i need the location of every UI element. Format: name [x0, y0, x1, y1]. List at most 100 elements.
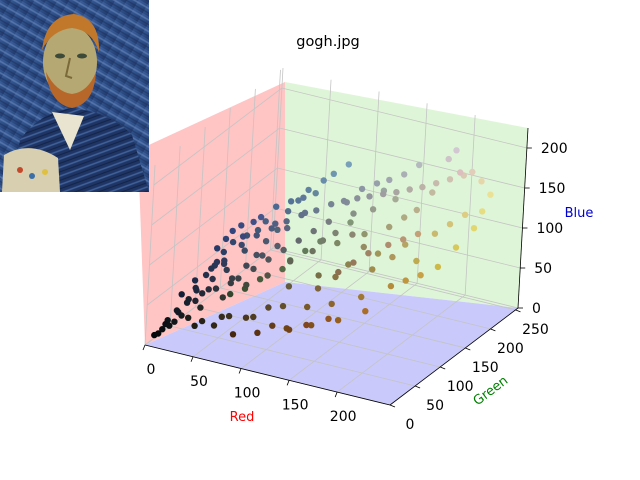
- x-tick-label: 100: [234, 386, 261, 402]
- data-point: [386, 176, 393, 184]
- data-point: [345, 261, 352, 268]
- data-point: [362, 308, 369, 315]
- data-point: [197, 304, 204, 311]
- y-tick-label: 100: [447, 379, 474, 395]
- data-point: [369, 266, 376, 273]
- data-point: [315, 272, 322, 279]
- data-point: [284, 208, 292, 215]
- data-point: [334, 317, 342, 324]
- data-point: [312, 190, 319, 197]
- data-point: [225, 312, 233, 320]
- y-tick-label: 50: [426, 398, 444, 414]
- data-point: [320, 177, 327, 184]
- z-tick-label: 150: [539, 181, 566, 197]
- data-point: [222, 235, 230, 243]
- data-point: [235, 275, 242, 282]
- data-point: [241, 247, 248, 254]
- data-point: [308, 322, 315, 329]
- data-point: [250, 313, 257, 321]
- x-axis-line: [144, 344, 391, 406]
- data-point: [243, 281, 250, 289]
- data-point: [330, 170, 337, 177]
- data-point: [313, 207, 320, 214]
- data-point: [218, 313, 225, 320]
- data-point: [325, 315, 332, 322]
- data-point: [373, 180, 381, 187]
- data-point: [393, 189, 400, 196]
- data-point: [171, 318, 178, 325]
- data-point: [220, 248, 227, 256]
- data-point: [406, 186, 413, 193]
- portrait-palette: [2, 148, 60, 192]
- z-tick-label: 200: [541, 141, 568, 157]
- data-point: [214, 245, 221, 252]
- data-point: [159, 326, 166, 333]
- data-point: [478, 178, 485, 185]
- data-point: [419, 183, 426, 191]
- data-point: [453, 147, 460, 154]
- data-point: [328, 201, 335, 208]
- data-point: [387, 282, 395, 290]
- data-point: [345, 161, 352, 168]
- data-point: [358, 293, 365, 301]
- data-point: [400, 236, 407, 243]
- data-point: [178, 291, 185, 298]
- data-point: [334, 239, 341, 247]
- y-tick: [465, 347, 471, 351]
- x-tick-label: 150: [282, 397, 309, 413]
- x-tick-label: 0: [147, 362, 156, 378]
- z-axis-line: [517, 127, 529, 309]
- data-point: [265, 304, 272, 311]
- data-point: [229, 238, 237, 246]
- portrait-beard: [46, 72, 96, 108]
- y-axis-label: Green: [471, 373, 511, 409]
- data-point: [328, 300, 335, 308]
- data-point: [220, 260, 228, 267]
- grid-line-z: [149, 167, 523, 266]
- data-point: [402, 241, 409, 248]
- data-point: [416, 161, 423, 169]
- x-tick: [238, 368, 242, 374]
- grid-line-z: [153, 87, 527, 186]
- data-point: [219, 294, 226, 301]
- x-tick-label: 50: [190, 374, 208, 390]
- data-point: [385, 241, 392, 249]
- data-point: [487, 191, 494, 198]
- data-point: [304, 303, 311, 311]
- data-point: [446, 176, 454, 183]
- data-point: [335, 268, 342, 276]
- data-point: [310, 227, 317, 235]
- data-point: [386, 223, 393, 231]
- data-point: [253, 251, 260, 259]
- data-point: [285, 326, 293, 333]
- x-tick: [286, 380, 290, 386]
- data-point: [257, 213, 265, 221]
- data-point: [347, 219, 354, 226]
- red-pane: [138, 82, 285, 345]
- data-point: [295, 237, 302, 244]
- data-point: [256, 276, 264, 283]
- data-point: [457, 169, 464, 176]
- z-tick-label: 50: [534, 261, 552, 277]
- data-point: [284, 224, 291, 232]
- data-point: [361, 230, 368, 238]
- data-point: [239, 233, 247, 240]
- data-point: [433, 180, 440, 187]
- data-point: [280, 246, 287, 254]
- y-tick-label: 200: [497, 341, 524, 357]
- data-point: [155, 330, 162, 337]
- data-point: [238, 241, 245, 249]
- data-point: [413, 206, 420, 214]
- data-point: [254, 329, 261, 336]
- data-point: [429, 189, 436, 196]
- data-point: [274, 242, 281, 250]
- chart-title: gogh.jpg: [296, 34, 360, 50]
- data-point: [223, 266, 230, 274]
- grid-line-z: [144, 247, 519, 346]
- data-point: [413, 257, 420, 265]
- data-point: [191, 277, 199, 284]
- data-point: [446, 221, 454, 228]
- data-point: [273, 203, 280, 210]
- data-point: [350, 210, 357, 217]
- data-point: [285, 283, 293, 290]
